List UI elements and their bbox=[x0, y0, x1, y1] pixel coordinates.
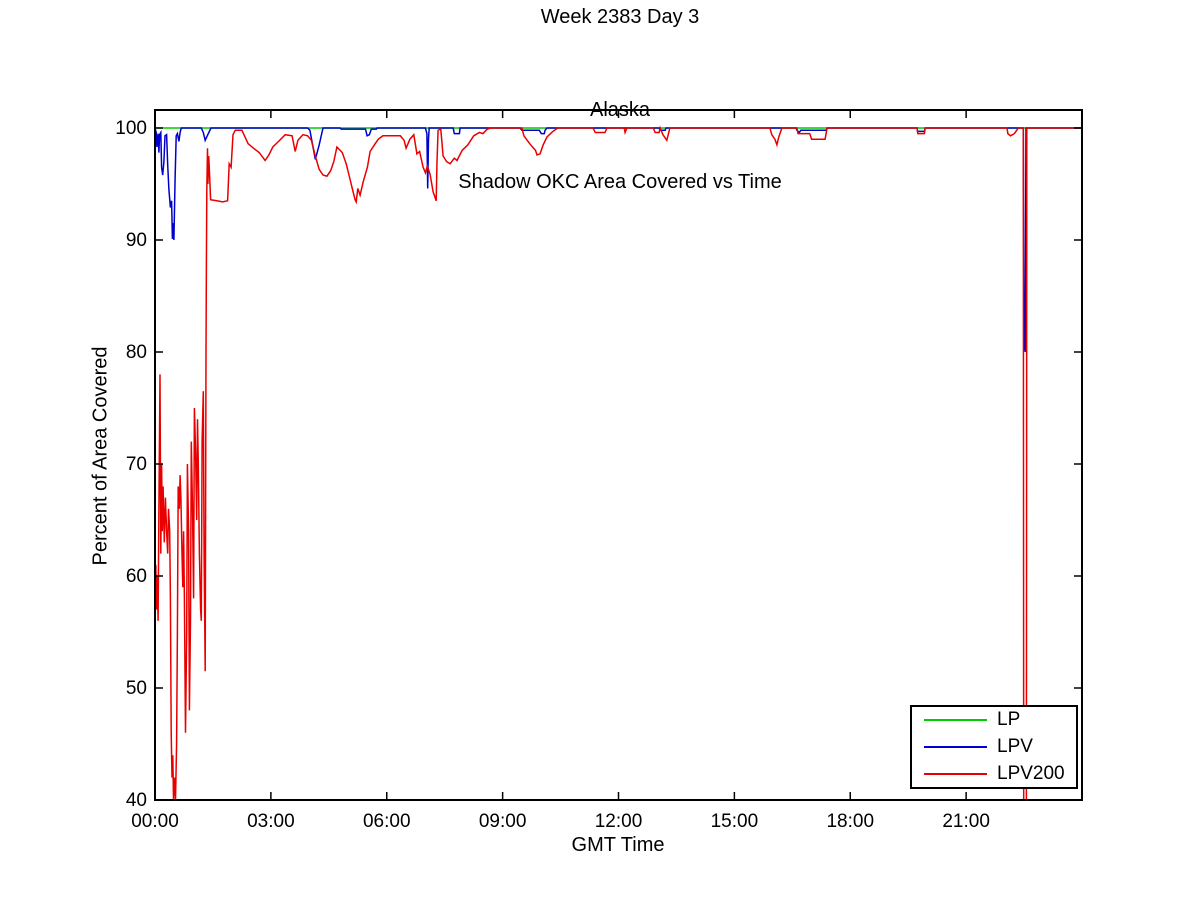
legend-row-lpv200: LPV200 bbox=[912, 760, 1076, 787]
x-tick-label: 12:00 bbox=[595, 811, 643, 832]
y-tick-label: 40 bbox=[126, 790, 147, 811]
legend-line-sample-lpv bbox=[924, 746, 987, 748]
x-tick-label: 18:00 bbox=[826, 811, 874, 832]
plot-frame bbox=[154, 109, 1083, 801]
figure-suptitle: Week 2383 Day 3 bbox=[540, 6, 700, 28]
series-line-lpv bbox=[154, 127, 1082, 353]
y-tick-label: 60 bbox=[126, 566, 147, 587]
x-tick-label: 00:00 bbox=[131, 811, 179, 832]
legend-row-lp: LP bbox=[912, 707, 1076, 734]
y-tick-label: 80 bbox=[126, 342, 147, 363]
legend: LP LPV LPV200 bbox=[910, 705, 1078, 789]
y-tick-label: 70 bbox=[126, 454, 147, 475]
y-tick-label: 50 bbox=[126, 678, 147, 699]
legend-label-lpv: LPV bbox=[997, 736, 1033, 757]
x-tick-label: 15:00 bbox=[711, 811, 759, 832]
legend-label-lpv200: LPV200 bbox=[997, 762, 1065, 784]
x-tick-label: 06:00 bbox=[363, 811, 411, 832]
series-line-lpv200 bbox=[154, 125, 1082, 801]
x-tick-label: 21:00 bbox=[942, 811, 990, 832]
axes-title-line2: Shadow OKC Area Covered vs Time bbox=[458, 171, 782, 193]
x-axis-label: GMT Time bbox=[571, 834, 665, 856]
y-tick-label: 100 bbox=[115, 118, 147, 139]
x-tick-label: 09:00 bbox=[479, 811, 527, 832]
x-tick-label: 03:00 bbox=[247, 811, 295, 832]
legend-line-sample-lpv200 bbox=[924, 772, 987, 775]
legend-row-lpv: LPV bbox=[912, 734, 1076, 761]
legend-label-lp: LP bbox=[997, 709, 1021, 731]
y-tick-label: 90 bbox=[126, 230, 147, 251]
legend-line-sample-lp bbox=[924, 719, 987, 722]
